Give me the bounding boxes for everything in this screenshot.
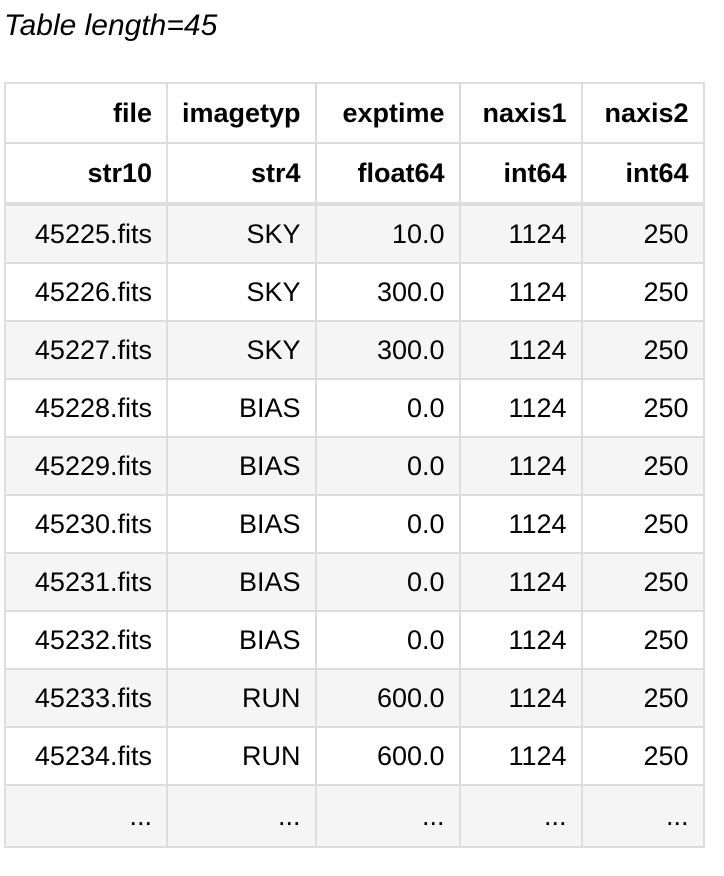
column-dtype-row: str10 str4 float64 int64 int64 (4, 142, 705, 206)
column-header-imagetyp: imagetyp (166, 82, 317, 144)
cell-imagetyp: BIAS (166, 552, 317, 612)
cell-imagetyp: SKY (166, 203, 317, 264)
cell-naxis1: 1124 (458, 320, 583, 380)
cell-naxis2: 250 (580, 552, 705, 612)
column-dtype-naxis2: int64 (580, 142, 705, 206)
data-table: file imagetyp exptime naxis1 naxis2 str1… (4, 82, 705, 848)
cell-naxis2: 250 (580, 610, 705, 670)
cell-file: 45229.fits (4, 436, 168, 496)
table-row: 45231.fits BIAS 0.0 1124 250 (4, 552, 705, 612)
cell-naxis2: 250 (580, 378, 705, 438)
cell-imagetyp: BIAS (166, 436, 317, 496)
cell-imagetyp: BIAS (166, 494, 317, 554)
cell-imagetyp: BIAS (166, 378, 317, 438)
column-dtype-file: str10 (4, 142, 168, 206)
ellipsis-cell: ... (458, 784, 583, 848)
table-row: 45225.fits SKY 10.0 1124 250 (4, 203, 705, 264)
cell-exptime: 300.0 (314, 320, 461, 380)
column-header-exptime: exptime (314, 82, 461, 144)
table-row: 45234.fits RUN 600.0 1124 250 (4, 726, 705, 786)
table-row: 45232.fits BIAS 0.0 1124 250 (4, 610, 705, 670)
cell-file: 45234.fits (4, 726, 168, 786)
cell-naxis1: 1124 (458, 262, 583, 322)
cell-file: 45231.fits (4, 552, 168, 612)
cell-naxis1: 1124 (458, 203, 583, 264)
cell-file: 45225.fits (4, 203, 168, 264)
cell-imagetyp: BIAS (166, 610, 317, 670)
cell-imagetyp: RUN (166, 726, 317, 786)
cell-naxis1: 1124 (458, 494, 583, 554)
cell-exptime: 10.0 (314, 203, 461, 264)
cell-exptime: 600.0 (314, 668, 461, 728)
table-caption: Table length=45 (4, 9, 218, 42)
cell-exptime: 0.0 (314, 378, 461, 438)
cell-naxis1: 1124 (458, 668, 583, 728)
cell-imagetyp: SKY (166, 320, 317, 380)
cell-naxis1: 1124 (458, 610, 583, 670)
cell-exptime: 0.0 (314, 552, 461, 612)
cell-file: 45228.fits (4, 378, 168, 438)
cell-exptime: 0.0 (314, 494, 461, 554)
column-dtype-naxis1: int64 (458, 142, 583, 206)
ellipsis-cell: ... (4, 784, 168, 848)
table-row: 45227.fits SKY 300.0 1124 250 (4, 320, 705, 380)
cell-naxis1: 1124 (458, 378, 583, 438)
cell-naxis2: 250 (580, 494, 705, 554)
ellipsis-cell: ... (580, 784, 705, 848)
cell-naxis2: 250 (580, 668, 705, 728)
cell-naxis2: 250 (580, 262, 705, 322)
cell-exptime: 600.0 (314, 726, 461, 786)
ellipsis-cell: ... (314, 784, 461, 848)
cell-imagetyp: RUN (166, 668, 317, 728)
cell-naxis2: 250 (580, 203, 705, 264)
cell-imagetyp: SKY (166, 262, 317, 322)
cell-file: 45226.fits (4, 262, 168, 322)
cell-naxis2: 250 (580, 320, 705, 380)
column-dtype-imagetyp: str4 (166, 142, 317, 206)
column-header-naxis1: naxis1 (458, 82, 583, 144)
column-header-naxis2: naxis2 (580, 82, 705, 144)
table-row: 45226.fits SKY 300.0 1124 250 (4, 262, 705, 322)
table-row: 45230.fits BIAS 0.0 1124 250 (4, 494, 705, 554)
cell-file: 45227.fits (4, 320, 168, 380)
ellipsis-row: ... ... ... ... ... (4, 784, 705, 848)
cell-file: 45230.fits (4, 494, 168, 554)
cell-exptime: 0.0 (314, 436, 461, 496)
cell-naxis1: 1124 (458, 726, 583, 786)
column-header-file: file (4, 82, 168, 144)
column-dtype-exptime: float64 (314, 142, 461, 206)
table-row: 45229.fits BIAS 0.0 1124 250 (4, 436, 705, 496)
table-row: 45228.fits BIAS 0.0 1124 250 (4, 378, 705, 438)
cell-naxis1: 1124 (458, 436, 583, 496)
cell-naxis1: 1124 (458, 552, 583, 612)
ellipsis-cell: ... (166, 784, 317, 848)
column-name-row: file imagetyp exptime naxis1 naxis2 (4, 82, 705, 144)
cell-naxis2: 250 (580, 726, 705, 786)
cell-exptime: 0.0 (314, 610, 461, 670)
cell-exptime: 300.0 (314, 262, 461, 322)
table-row: 45233.fits RUN 600.0 1124 250 (4, 668, 705, 728)
cell-file: 45233.fits (4, 668, 168, 728)
cell-file: 45232.fits (4, 610, 168, 670)
cell-naxis2: 250 (580, 436, 705, 496)
